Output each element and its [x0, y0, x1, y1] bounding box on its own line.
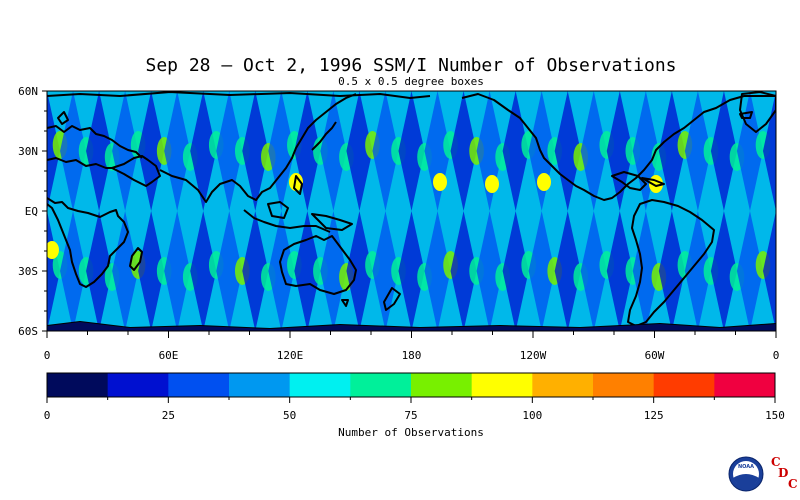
- figure-subtitle: 0.5 x 0.5 degree boxes: [338, 75, 484, 88]
- colorbar-tick-label: 100: [522, 409, 542, 422]
- lat-tick-label: 30S: [18, 265, 38, 278]
- colorbar-swatch: [350, 373, 412, 397]
- coastline-iceland: [739, 111, 753, 119]
- coastline-borneo: [267, 201, 289, 219]
- swath-gap: [789, 91, 800, 331]
- colorbar-swatch: [593, 373, 655, 397]
- colorbar-tick-label: 0: [44, 409, 51, 422]
- coastline-africa: [47, 197, 129, 288]
- colorbar-swatch: [471, 373, 533, 397]
- colorbar-label: Number of Observations: [338, 426, 484, 439]
- coastline-europe: [47, 125, 143, 159]
- colorbar-swatch: [714, 373, 776, 397]
- antarctic-landmass: [47, 322, 776, 331]
- lat-tick-label: 60N: [18, 85, 38, 98]
- coastline-south-asia: [159, 93, 357, 203]
- colorbar-swatch: [289, 373, 351, 397]
- noaa-bird-icon: [733, 474, 759, 489]
- colorbar-swatch: [229, 373, 291, 397]
- observation-map: [47, 91, 800, 331]
- high-count-spot: [47, 241, 59, 259]
- figure-title: Sep 28 – Oct 2, 1996 SSM/I Number of Obs…: [145, 55, 676, 76]
- swath-pattern: [47, 91, 800, 331]
- colorbar-swatch: [107, 373, 169, 397]
- longitude-axis: 0 60E 120E 180 120W 60W 0: [44, 331, 780, 362]
- coastline-cuba: [641, 177, 665, 187]
- coastline-north-asia: [47, 91, 431, 99]
- colorbar-swatch: [47, 373, 109, 397]
- lon-tick-label: 0: [44, 349, 51, 362]
- coastline-new-guinea: [311, 213, 353, 231]
- coastline-west-africa: [47, 157, 112, 169]
- colorbar-tick-label: 150: [765, 409, 785, 422]
- colorbar: 0 25 50 75 100 125 150: [44, 372, 785, 422]
- coastline-north-america: [461, 93, 776, 201]
- coastline-south-america: [627, 199, 715, 327]
- coastline-madagascar: [129, 247, 143, 271]
- lon-tick-label: 0: [773, 349, 780, 362]
- swath-overlap: [782, 137, 797, 165]
- coastline-new-zealand: [383, 287, 401, 311]
- coastline-british-isles: [57, 111, 69, 125]
- lat-tick-label: 30N: [18, 145, 38, 158]
- lon-tick-label: 120E: [277, 349, 304, 362]
- colorbar-tick-label: 25: [162, 409, 175, 422]
- coastline-arabia: [111, 155, 161, 187]
- colorbar-swatch: [168, 373, 230, 397]
- lat-tick-label: 60S: [18, 325, 38, 338]
- coastline-indonesia: [243, 209, 331, 233]
- colorbar-swatch: [653, 373, 715, 397]
- lon-tick-label: 60E: [159, 349, 179, 362]
- lat-tick-label: EQ: [25, 205, 38, 218]
- lon-tick-label: 120W: [520, 349, 547, 362]
- colorbar-swatch: [532, 373, 594, 397]
- coastline-australia: [279, 235, 357, 295]
- coastline-philippines: [293, 175, 303, 195]
- noaa-logo-text: NOAA: [738, 464, 754, 470]
- noaa-logo: NOAA: [728, 456, 764, 492]
- colorbar-tick-label: 75: [404, 409, 417, 422]
- latitude-axis: 60N 30N EQ 30S 60S: [18, 85, 47, 338]
- coastline-tasmania: [341, 299, 349, 307]
- swath-overlap: [782, 257, 797, 285]
- colorbar-swatch: [411, 373, 473, 397]
- high-count-spot: [537, 173, 551, 191]
- swath-gap: [762, 91, 776, 331]
- high-count-spot: [485, 175, 499, 193]
- cdc-letter-2: D: [778, 466, 788, 480]
- colorbar-tick-label: 125: [644, 409, 664, 422]
- cdc-letter-1: C: [771, 455, 781, 469]
- coastline-japan: [311, 121, 337, 151]
- coastline-gulf-of-mexico: [611, 171, 647, 191]
- colorbar-tick-label: 50: [283, 409, 296, 422]
- lon-tick-label: 60W: [645, 349, 665, 362]
- lon-tick-label: 180: [402, 349, 422, 362]
- high-count-spot: [433, 173, 447, 191]
- cdc-letter-3: C: [788, 477, 798, 491]
